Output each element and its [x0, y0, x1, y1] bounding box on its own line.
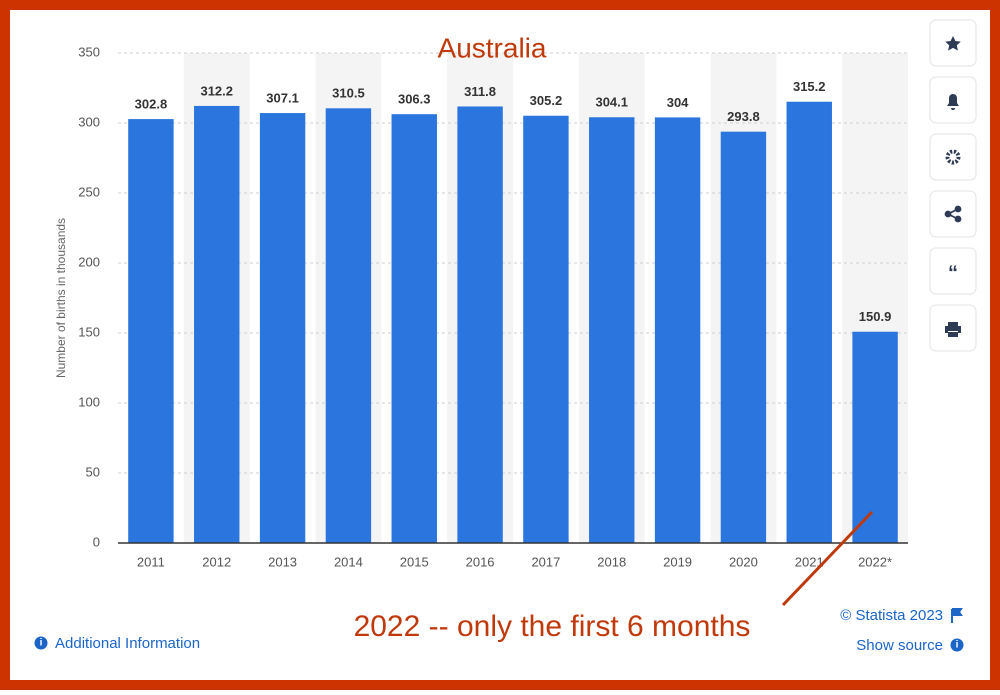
flag-icon[interactable]: [951, 608, 963, 623]
quote-icon: “: [948, 262, 958, 284]
y-tick-label: 350: [78, 44, 100, 59]
x-tick-label: 2020: [729, 554, 758, 569]
bar: [589, 117, 635, 543]
y-tick-label: 250: [78, 184, 100, 199]
y-tick-label: 100: [78, 394, 100, 409]
chart-title: Australia: [438, 32, 547, 63]
x-tick-label: 2015: [400, 554, 429, 569]
bar: [786, 101, 832, 543]
star-icon: [945, 36, 961, 51]
bar: [194, 105, 240, 544]
value-label: 305.2: [530, 93, 563, 108]
value-label: 306.3: [398, 92, 431, 107]
bar: [325, 108, 372, 544]
y-tick-label: 300: [78, 114, 100, 129]
bar: [852, 331, 898, 543]
value-label: 293.8: [727, 109, 760, 124]
x-tick-label: 2014: [334, 554, 363, 569]
bar: [391, 114, 437, 544]
x-tick-label: 2019: [663, 554, 692, 569]
value-label: 315.2: [793, 79, 826, 94]
value-label: 307.1: [266, 90, 299, 105]
value-label: 302.8: [135, 97, 168, 112]
x-tick-label: 2011: [137, 554, 165, 569]
source-icon[interactable]: [950, 638, 964, 652]
bar: [654, 117, 701, 544]
x-tick-label: 2012: [202, 554, 231, 569]
y-tick-label: 50: [86, 464, 100, 479]
annotation-arrow: [781, 510, 874, 607]
x-tick-label: 2017: [531, 554, 560, 569]
x-tick-label: 2016: [466, 554, 495, 569]
settings-button[interactable]: [929, 133, 977, 181]
x-tick-label: 2018: [597, 554, 626, 569]
bar: [259, 113, 306, 543]
print-icon: [945, 322, 961, 337]
bar: [720, 131, 767, 543]
x-tick-label: 2022*: [858, 554, 892, 569]
share-icon: [944, 205, 962, 223]
value-label: 304: [667, 95, 689, 110]
share-button[interactable]: [929, 190, 977, 238]
value-label: 304.1: [595, 95, 628, 110]
value-label: 310.5: [332, 86, 365, 101]
cite-button[interactable]: [929, 247, 977, 295]
bar: [128, 119, 174, 543]
x-tick-label: 2013: [268, 554, 297, 569]
source-icon-glyph: i: [956, 640, 959, 651]
annotation: 2022 -- only the first 6 months: [354, 610, 751, 643]
side-toolbar: “: [929, 19, 977, 352]
gear-icon: [945, 149, 961, 165]
x-tick-label: 2021: [795, 554, 824, 569]
bell-icon: [947, 94, 959, 110]
bar: [457, 106, 503, 543]
bar: [523, 115, 569, 543]
value-label: 150.9: [859, 309, 892, 324]
copyright[interactable]: © Statista 2023: [840, 607, 943, 624]
y-tick-label: 0: [93, 534, 100, 549]
info-icon[interactable]: [34, 636, 48, 650]
additional-info-link[interactable]: Additional Information: [55, 635, 200, 652]
value-label: 311.8: [464, 84, 496, 99]
y-tick-label: 200: [78, 254, 100, 269]
value-label: 312.2: [200, 83, 233, 98]
show-source-link[interactable]: Show source: [856, 637, 943, 654]
y-axis-label: Number of births in thousands: [54, 218, 68, 378]
info-icon-glyph: i: [40, 638, 43, 649]
y-tick-label: 150: [78, 324, 100, 339]
